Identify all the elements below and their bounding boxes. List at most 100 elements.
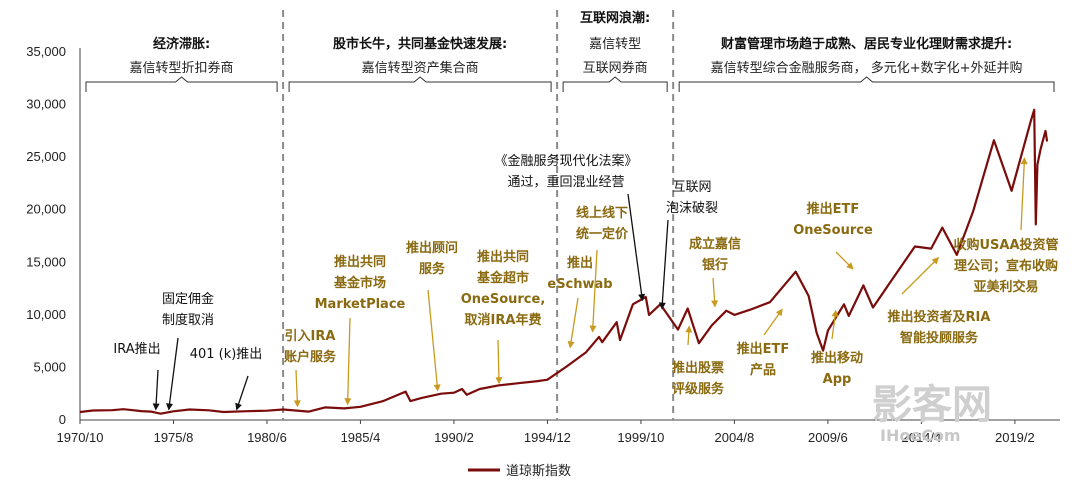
annotation-text: 银行 bbox=[702, 257, 728, 273]
watermark-subtext: IHoeCom bbox=[880, 426, 961, 445]
annotation-arrowhead bbox=[433, 384, 441, 392]
annotation-text: 产品 bbox=[750, 362, 776, 378]
era-subtitle: 嘉信转型综合金融服务商， 多元化+数字化+外延并购 bbox=[711, 60, 1023, 76]
annotation-text: 推出投资者及RIA bbox=[888, 309, 991, 325]
annotation-text: 线上线下 bbox=[576, 205, 628, 221]
annotation-text: 互联网 bbox=[672, 180, 711, 195]
series-line bbox=[79, 108, 1049, 415]
annotation-arrowhead bbox=[658, 302, 666, 310]
era-subtitle: 嘉信转型资产集合商 bbox=[362, 60, 479, 76]
annotation-arrow bbox=[831, 314, 836, 340]
annotation-text: 推出 bbox=[567, 255, 593, 271]
annotation-arrowhead bbox=[846, 262, 854, 270]
x-tick-label: 1970/10 bbox=[57, 430, 104, 445]
annotation-text: 固定佣金 bbox=[162, 291, 214, 307]
x-tick-label: 2009/6 bbox=[808, 430, 848, 445]
annotation-arrowhead bbox=[166, 403, 174, 411]
y-tick-label: 15,000 bbox=[26, 254, 66, 269]
annotation-text: 服务 bbox=[419, 261, 446, 277]
annotation-arrowhead bbox=[152, 403, 160, 411]
annotation-text: 制度取消 bbox=[162, 312, 214, 328]
era-title: 互联网浪潮: bbox=[580, 10, 650, 26]
annotation-arrow bbox=[497, 339, 500, 380]
annotation-arrow bbox=[155, 369, 159, 406]
annotation-text: 推出共同 bbox=[334, 254, 386, 270]
era-subtitle: 嘉信转型折扣券商 bbox=[130, 60, 234, 76]
annotation-text: 通过，重回混业经营 bbox=[507, 174, 624, 190]
annotation-text: 统一定价 bbox=[576, 226, 629, 242]
annotation-arrowhead bbox=[235, 402, 242, 411]
annotation-arrowhead bbox=[293, 400, 301, 408]
annotation-text: 基金超市 bbox=[476, 270, 529, 286]
annotation-arrow bbox=[347, 317, 351, 401]
x-tick-label: 2004/8 bbox=[715, 430, 755, 445]
annotation-text: 账户服务 bbox=[284, 349, 337, 365]
era-brace bbox=[562, 76, 668, 92]
annotation-text: 收购USAA投资管 bbox=[953, 237, 1058, 253]
annotation-text: 成立嘉信 bbox=[689, 236, 741, 252]
annotation-arrow bbox=[168, 337, 179, 406]
annotation-arrow bbox=[835, 251, 851, 267]
annotation-arrow bbox=[427, 289, 439, 387]
annotation-arrow bbox=[712, 277, 716, 303]
annotation-text: 引入IRA bbox=[285, 329, 336, 344]
annotation-arrow bbox=[661, 219, 669, 305]
annotation-arrow bbox=[237, 375, 249, 407]
era-brace bbox=[288, 76, 552, 92]
era-title: 股市长牛，共同基金快速发展: bbox=[333, 36, 507, 52]
x-tick-label: 1980/6 bbox=[247, 430, 287, 445]
era-subtitle: 嘉信转型 bbox=[589, 37, 641, 52]
annotation-text: 推出共同 bbox=[477, 249, 529, 265]
annotation-arrowhead bbox=[831, 309, 839, 318]
annotation-arrowhead bbox=[775, 308, 783, 317]
x-tick-label: 1990/2 bbox=[434, 430, 474, 445]
annotation-arrowhead bbox=[685, 325, 693, 333]
annotation-text: OneSource bbox=[793, 223, 873, 238]
series-layer bbox=[79, 108, 1049, 415]
y-tick-label: 10,000 bbox=[26, 307, 66, 322]
era-title: 经济滞胀: bbox=[153, 36, 210, 52]
annotation-text: 推出顾问 bbox=[406, 240, 458, 256]
annotation-text: 取消IRA年费 bbox=[465, 312, 542, 328]
annotation-arrow bbox=[1020, 162, 1025, 231]
watermark-text: 影客网 bbox=[872, 382, 992, 428]
x-tick-label: 1975/8 bbox=[154, 430, 194, 445]
watermark: 影客网 IHoeCom bbox=[872, 382, 992, 445]
annotation-arrow bbox=[901, 260, 937, 295]
y-tick-label: 0 bbox=[59, 412, 66, 427]
annotation-text: OneSource, bbox=[461, 292, 546, 307]
annotation-text: App bbox=[823, 372, 852, 387]
x-tick-label: 2019/2 bbox=[995, 430, 1035, 445]
era-title: 财富管理市场趋于成熟、居民专业化理财需求提升: bbox=[721, 36, 1012, 52]
annotation-text: 评级服务 bbox=[672, 381, 725, 397]
annotation-arrow bbox=[627, 193, 643, 297]
annotation-arrowhead bbox=[344, 398, 352, 406]
legend-label: 道琼斯指数 bbox=[506, 464, 571, 479]
annotation-text: 推出股票 bbox=[672, 360, 724, 376]
y-tick-label: 30,000 bbox=[26, 97, 66, 112]
annotation-text: MarketPlace bbox=[315, 297, 406, 312]
y-tick-label: 25,000 bbox=[26, 149, 66, 164]
x-tick-label: 2014/4 bbox=[901, 430, 941, 445]
annotation-arrowhead bbox=[1020, 157, 1028, 165]
annotation-arrowhead bbox=[567, 341, 575, 349]
annotation-arrowhead bbox=[638, 293, 646, 302]
era-layer: 经济滞胀: 嘉信转型折扣券商 股市长牛，共同基金快速发展: 嘉信转型资产集合商 互联网浪… bbox=[85, 10, 1055, 420]
annotation-text: 亚美利交易 bbox=[973, 279, 1038, 295]
axes-layer: 0 5,000 10,000 15,000 20,000 25,000 30,000 35,0… bbox=[26, 44, 1060, 445]
annotation-arrow bbox=[687, 330, 690, 346]
x-tick-label: 1999/10 bbox=[617, 430, 664, 445]
annotation-arrow bbox=[763, 312, 781, 336]
annotation-text: 推出ETF bbox=[737, 341, 790, 357]
annotation-arrowhead bbox=[589, 325, 597, 333]
annotation-text: 推出ETF bbox=[807, 201, 860, 217]
annotation-text: eSchwab bbox=[547, 277, 612, 292]
annotation-arrowhead bbox=[495, 377, 503, 385]
annotation-text: 401 (k)推出 bbox=[190, 347, 263, 362]
annotation-arrow bbox=[295, 369, 299, 403]
x-tick-label: 1985/4 bbox=[341, 430, 381, 445]
annotation-text: 推出移动 bbox=[811, 350, 863, 366]
legend: 道琼斯指数 bbox=[468, 464, 571, 479]
